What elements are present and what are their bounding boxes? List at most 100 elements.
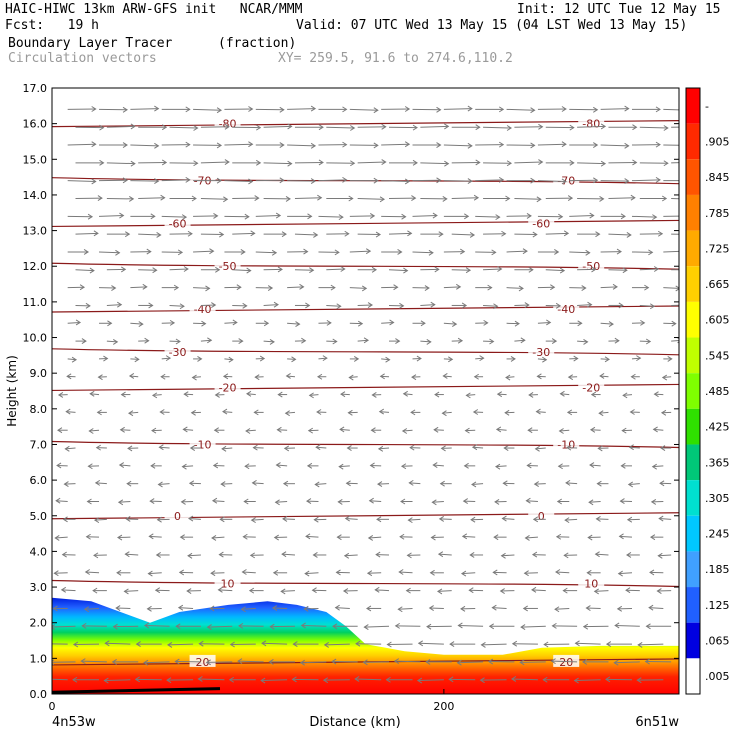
vector-arrow [349,250,371,253]
vector-arrowhead [682,303,686,308]
colorbar-label: - [705,100,709,113]
vector-arrow [75,232,98,235]
vector-arrowhead [402,390,408,397]
x-tick-label: 0 [49,700,56,713]
vector-arrow [399,571,413,574]
vector-arrowhead [146,605,152,612]
vector-arrowhead [159,409,165,415]
vector-arrowhead [300,622,306,629]
vector-arrowhead [627,481,634,488]
vector-arrow [600,375,609,378]
vector-arrowhead [472,409,479,415]
contour-label-bg [553,654,580,667]
vector-arrowhead [542,356,548,363]
vector-arrowhead [232,319,238,326]
vector-arrowhead [436,177,442,184]
vector-arrow [559,429,570,432]
vector-arrowhead [498,106,505,113]
vector-arrowhead [460,248,466,255]
vector-arrowhead [151,392,158,399]
vector-arrowhead [291,676,297,683]
vector-arrow [663,287,679,289]
vector-arrowhead [416,677,423,684]
vector-arrow [67,321,81,324]
vector-arrowhead [583,338,589,345]
vector-arrowhead [373,107,379,114]
colorbar-swatch [686,622,700,659]
vector-arrowhead [103,677,109,684]
vector-arrowhead [282,516,288,522]
vector-arrowhead [433,426,439,433]
vector-arrowhead [569,124,575,131]
vector-arrowhead [574,640,580,647]
vector-arrow [671,162,679,164]
vector-arrow [608,197,635,200]
vector-arrow [472,446,484,449]
vector-arrow [398,607,413,610]
contour-label-bg [214,380,241,393]
vector-arrow [420,340,431,343]
vector-arrow [238,660,264,663]
vector-arrow [531,589,546,592]
vector-arrowhead [310,142,317,149]
vector-arrowhead [438,231,444,238]
vector-arrow [294,197,322,200]
vector-arrow [577,340,588,343]
vector-arrow [261,642,288,645]
vector-arrowhead [377,481,383,488]
vector-arrowhead [573,677,579,684]
vector-arrow [324,643,350,646]
colorbar-frame [685,87,701,695]
vector-arrow [106,340,118,343]
vector-arrowhead [254,374,260,381]
vector-arrowhead [577,320,583,327]
vector-arrow [224,358,233,361]
vector-arrowhead [501,230,507,237]
vector-arrowhead [277,391,283,398]
vector-arrowhead [134,676,140,683]
colorbar-swatch [686,194,700,231]
vector-arrow [653,428,664,431]
contour-label: -50 [582,260,600,273]
right-endpoint-label: 6n51w [635,715,679,730]
vector-arrow [144,624,170,627]
vector-arrowhead [680,249,684,254]
vector-arrow [481,643,507,646]
vector-arrow [357,161,386,164]
vector-arrow [318,357,327,360]
vector-arrow [381,180,410,182]
vector-arrowhead [220,481,226,488]
vector-arrowhead [398,569,404,575]
vector-arrow [433,464,444,467]
vector-arrow [443,322,457,325]
vector-arrowhead [652,426,658,433]
vector-arrowhead [389,319,395,326]
vector-arrowhead [350,160,356,167]
vector-arrow [282,553,295,556]
vector-arrowhead [84,569,90,575]
vector-arrowhead [491,249,497,256]
vector-arrowhead [397,249,403,255]
vector-arrowhead [365,248,372,255]
colorbar-label: .005 [705,670,730,683]
vector-arrow [514,161,543,164]
plot-area: -80 -80-70 -70-60 -60-50 -50-40 -40-30 -30-20-… [43,88,686,694]
vector-arrowhead [522,248,528,255]
vector-arrowhead [522,605,528,612]
vector-arrow [67,180,96,182]
vector-arrow [263,304,279,306]
vector-arrowhead [138,321,144,327]
vector-arrow [525,536,538,539]
vector-arrow [300,661,327,664]
x-axis-label: Distance (km) [309,715,400,730]
colorbar-label: .425 [705,421,730,434]
vector-arrowhead [253,409,259,416]
vector-arrowhead [111,285,117,291]
vector-arrowhead [456,659,462,666]
vector-arrowhead [345,480,351,487]
vector-arrowhead [287,123,293,130]
vector-arrowhead [43,641,47,646]
vector-arrowhead [348,195,354,202]
y-axis-label: Height (km) [5,355,19,426]
vector-arrowhead [66,373,72,380]
